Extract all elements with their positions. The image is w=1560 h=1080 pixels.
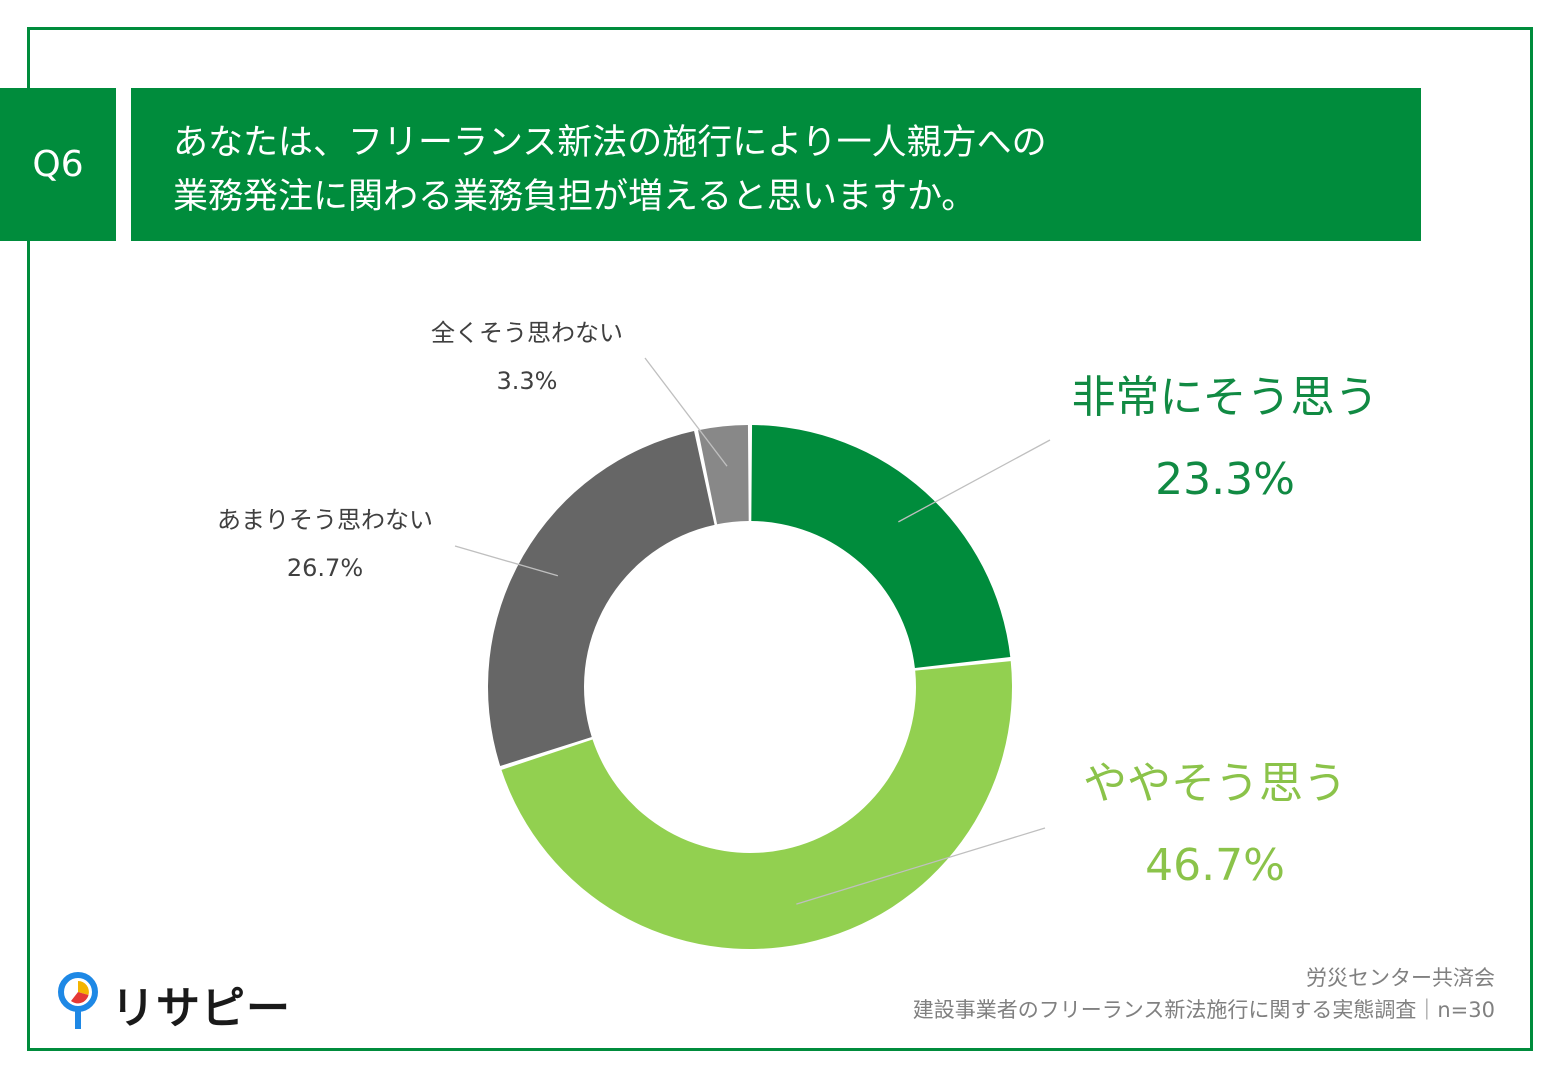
question-line-2: 業務発注に関わる業務負担が増えると思いますか。	[173, 177, 977, 217]
logo-pin-icon	[58, 972, 98, 1029]
source-organization: 労災センター共済会	[1306, 966, 1495, 990]
logo-text: リサピー	[111, 983, 291, 1034]
category-label-3: あまりそう思わない	[217, 506, 433, 534]
donut-slice-1	[751, 425, 1011, 669]
chart-frame	[27, 27, 1533, 1051]
donut-slice-4	[698, 425, 749, 525]
source-survey: 建設事業者のフリーランス新法施行に関する実態調査｜n=30	[912, 998, 1495, 1022]
source-note: 労災センター共済会 建設事業者のフリーランス新法施行に関する実態調査｜n=30	[913, 962, 1495, 1026]
question-line-1: あなたは、フリーランス新法の施行により一人親方への	[173, 123, 1047, 163]
value-label-1: 23.3%	[1155, 454, 1295, 505]
question-title: あなたは、フリーランス新法の施行により一人親方への 業務発注に関わる業務負担が増…	[131, 88, 1421, 241]
leader-line-1	[898, 439, 1051, 523]
category-label-1: 非常にそう思う	[1071, 372, 1378, 423]
value-label-3: 26.7%	[287, 554, 363, 582]
category-label-4: 全くそう思わない	[431, 319, 623, 347]
donut-slice-3	[488, 431, 715, 767]
leader-line-3	[454, 545, 559, 577]
value-label-2: 46.7%	[1145, 840, 1285, 891]
value-label-4: 3.3%	[497, 367, 558, 395]
category-label-2: ややそう思う	[1083, 758, 1347, 809]
leader-line-4	[644, 357, 728, 467]
question-number-badge: Q6	[0, 88, 116, 241]
risapy-logo: リサピー	[56, 970, 290, 1034]
leader-line-2	[796, 827, 1046, 905]
